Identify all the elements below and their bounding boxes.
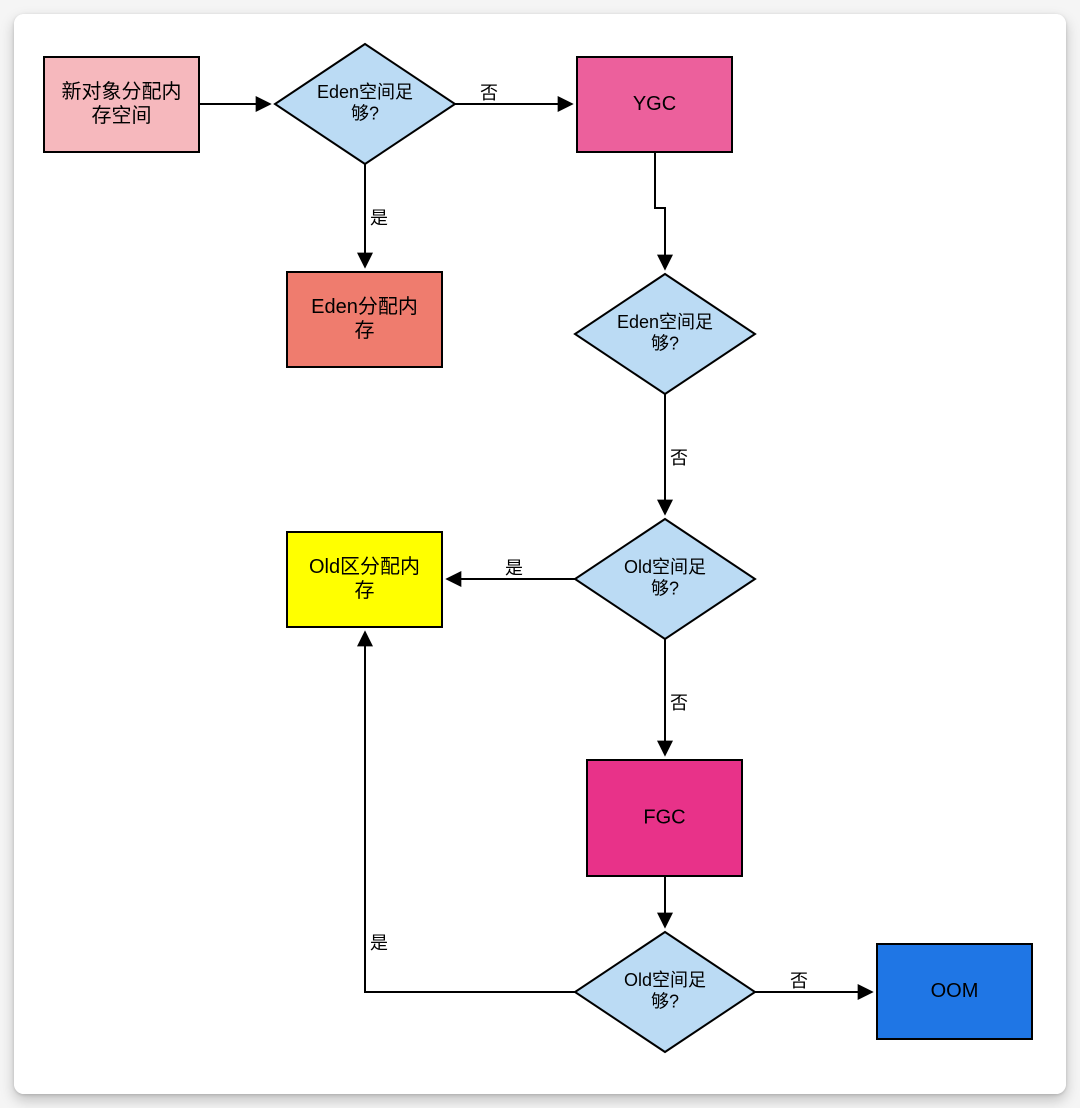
flowchart-card: 否是否是否否是新对象分配内存空间YGCEden分配内存Old区分配内存FGCOO… bbox=[14, 14, 1066, 1094]
svg-text:Eden空间足: Eden空间足 bbox=[317, 82, 413, 102]
svg-text:够?: 够? bbox=[651, 334, 679, 354]
node-ygc-label: YGC bbox=[633, 93, 676, 115]
svg-text:FGC: FGC bbox=[643, 806, 685, 828]
edge-label-5: 是 bbox=[505, 558, 523, 578]
svg-text:Old空间足: Old空间足 bbox=[624, 970, 706, 990]
svg-text:存空间: 存空间 bbox=[92, 104, 152, 127]
edge-label-9: 是 bbox=[370, 933, 388, 953]
svg-text:Old区分配内: Old区分配内 bbox=[309, 555, 420, 578]
svg-text:Eden空间足: Eden空间足 bbox=[617, 312, 713, 332]
flowchart-svg: 否是否是否否是新对象分配内存空间YGCEden分配内存Old区分配内存FGCOO… bbox=[14, 14, 1066, 1094]
svg-text:够?: 够? bbox=[651, 579, 679, 599]
svg-text:够?: 够? bbox=[351, 104, 379, 124]
edge-label-1: 否 bbox=[480, 83, 498, 103]
svg-text:Old空间足: Old空间足 bbox=[624, 557, 706, 577]
edge-label-4: 否 bbox=[670, 448, 688, 468]
svg-text:Eden分配内: Eden分配内 bbox=[311, 295, 418, 318]
svg-text:OOM: OOM bbox=[931, 980, 979, 1002]
node-oom-label: OOM bbox=[931, 980, 979, 1002]
edge-label-2: 是 bbox=[370, 208, 388, 228]
svg-text:存: 存 bbox=[355, 319, 375, 342]
svg-text:够?: 够? bbox=[651, 992, 679, 1012]
node-fgc-label: FGC bbox=[643, 806, 685, 828]
svg-text:存: 存 bbox=[355, 579, 375, 602]
svg-text:新对象分配内: 新对象分配内 bbox=[62, 80, 182, 103]
edge-label-8: 否 bbox=[790, 971, 808, 991]
svg-text:YGC: YGC bbox=[633, 93, 676, 115]
edge-label-6: 否 bbox=[670, 693, 688, 713]
